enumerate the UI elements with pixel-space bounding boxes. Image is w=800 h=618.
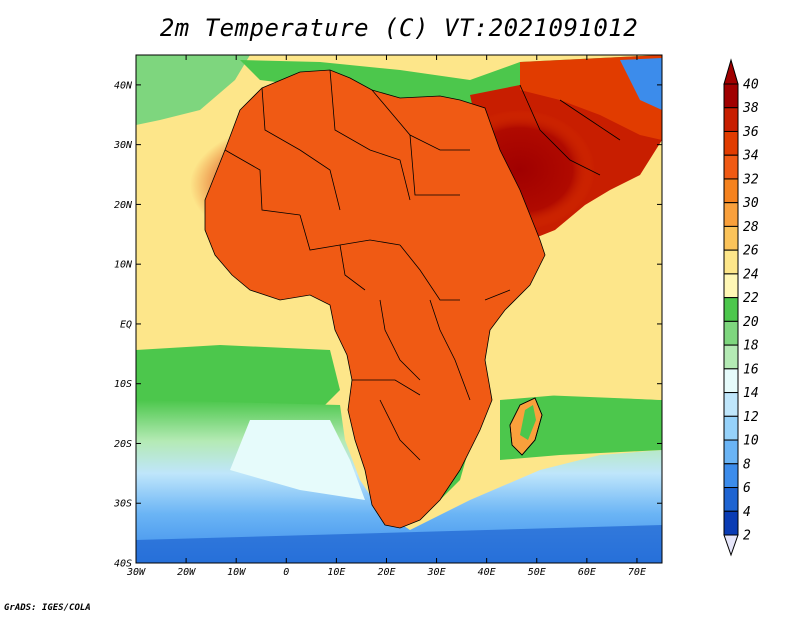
colorbar-swatch [723, 415, 739, 441]
colorbar-swatch [723, 344, 739, 370]
madagascar-border [509, 397, 543, 456]
lon-tick-label: 50E [528, 567, 546, 578]
lon-tick-label: 60E [578, 567, 596, 578]
colorbar-swatch [723, 130, 739, 156]
lat-tick-label: EQ [120, 319, 132, 330]
map-frame [135, 54, 663, 564]
colorbar-swatch [723, 510, 739, 536]
lat-tick-label: 40S [114, 559, 132, 570]
colorbar-label: 22 [743, 291, 759, 306]
madagascar-highlands [520, 405, 536, 440]
colorbar-label: 34 [742, 149, 759, 164]
temperature-field [136, 55, 662, 563]
latitude-axis: 40N 30N 20N 10N EQ 10S 20S 30S 40S [113, 80, 662, 570]
lat-tick-label: 30S [113, 499, 132, 510]
colorbar-swatch [723, 107, 739, 132]
colorbar-label: 16 [743, 362, 759, 377]
colorbar-bottom-arrow [723, 534, 739, 557]
lat-tick-label: 10N [114, 260, 133, 271]
lat-tick-label: 10S [114, 379, 132, 390]
colorbar-swatch [723, 83, 739, 109]
colorbar-swatch [723, 202, 739, 227]
colorbar-swatch [723, 249, 739, 275]
colorbar-swatch [723, 368, 739, 394]
lon-tick-label: 20E [377, 567, 395, 578]
north-atlantic-cool [136, 55, 250, 125]
lon-tick-label: 30W [126, 567, 146, 578]
colorbar-label: 14 [743, 386, 759, 401]
lon-tick-label: 70E [628, 567, 646, 578]
lat-tick-label: 40N [114, 80, 133, 91]
colorbar-swatch [723, 487, 739, 512]
lon-tick-label: 10W [227, 567, 246, 578]
lon-tick-label: 20W [177, 567, 196, 578]
indian-ocean [520, 220, 662, 400]
grads-credit: GrADS: IGES/COLA [4, 603, 91, 613]
colorbar: 40 38 36 34 32 30 28 26 24 22 20 18 16 14 12 10 8 6 4 2 [723, 58, 759, 557]
colorbar-swatch [723, 320, 739, 346]
colorbar-label: 38 [742, 101, 759, 116]
colorbar-swatch [723, 273, 739, 299]
colorbar-swatch [723, 297, 739, 322]
map-title: 2m Temperature (C) VT:2021091012 [159, 14, 639, 42]
lon-tick-label: 10E [327, 567, 345, 578]
far-south-ocean [136, 525, 662, 563]
colorbar-swatch [723, 154, 739, 180]
colorbar-swatch [723, 392, 739, 417]
colorbar-label: 28 [743, 220, 759, 235]
colorbar-top-arrow [723, 58, 739, 85]
colorbar-swatch [723, 225, 739, 251]
colorbar-label: 26 [743, 244, 759, 259]
iranian-highlands [620, 58, 662, 110]
middle-east-land [520, 55, 662, 140]
benguela-cold-tongue [230, 420, 365, 500]
colorbar-swatch [723, 439, 739, 465]
colorbar-label: 36 [742, 125, 759, 140]
colorbar-label: 20 [743, 315, 759, 330]
colorbar-swatch [723, 463, 739, 489]
colorbar-swatch [723, 178, 739, 204]
lat-tick-label: 30N [113, 140, 133, 151]
colorbar-label: 2 [743, 529, 751, 544]
colorbar-label: 6 [743, 481, 751, 496]
lon-tick-label: 30E [427, 567, 446, 578]
colorbar-label: 40 [743, 78, 759, 93]
colorbar-label: 32 [742, 172, 759, 187]
colorbar-label: 30 [742, 196, 759, 211]
colorbar-label: 12 [743, 410, 759, 425]
colorbar-label: 10 [743, 434, 759, 449]
colorbar-label: 18 [743, 339, 759, 354]
colorbar-label: 4 [743, 505, 751, 520]
lon-tick-label: 40E [478, 567, 496, 578]
country-borders [204, 69, 621, 529]
lat-tick-label: 20S [114, 439, 132, 450]
longitude-axis: 30W 20W 10W 0 10E 20E 30E 40E 50E 60E 70E [126, 55, 646, 578]
colorbar-label: 8 [743, 457, 751, 472]
lat-tick-label: 20N [114, 200, 133, 211]
colorbar-label: 24 [743, 267, 759, 282]
lon-tick-label: 0 [283, 567, 289, 578]
